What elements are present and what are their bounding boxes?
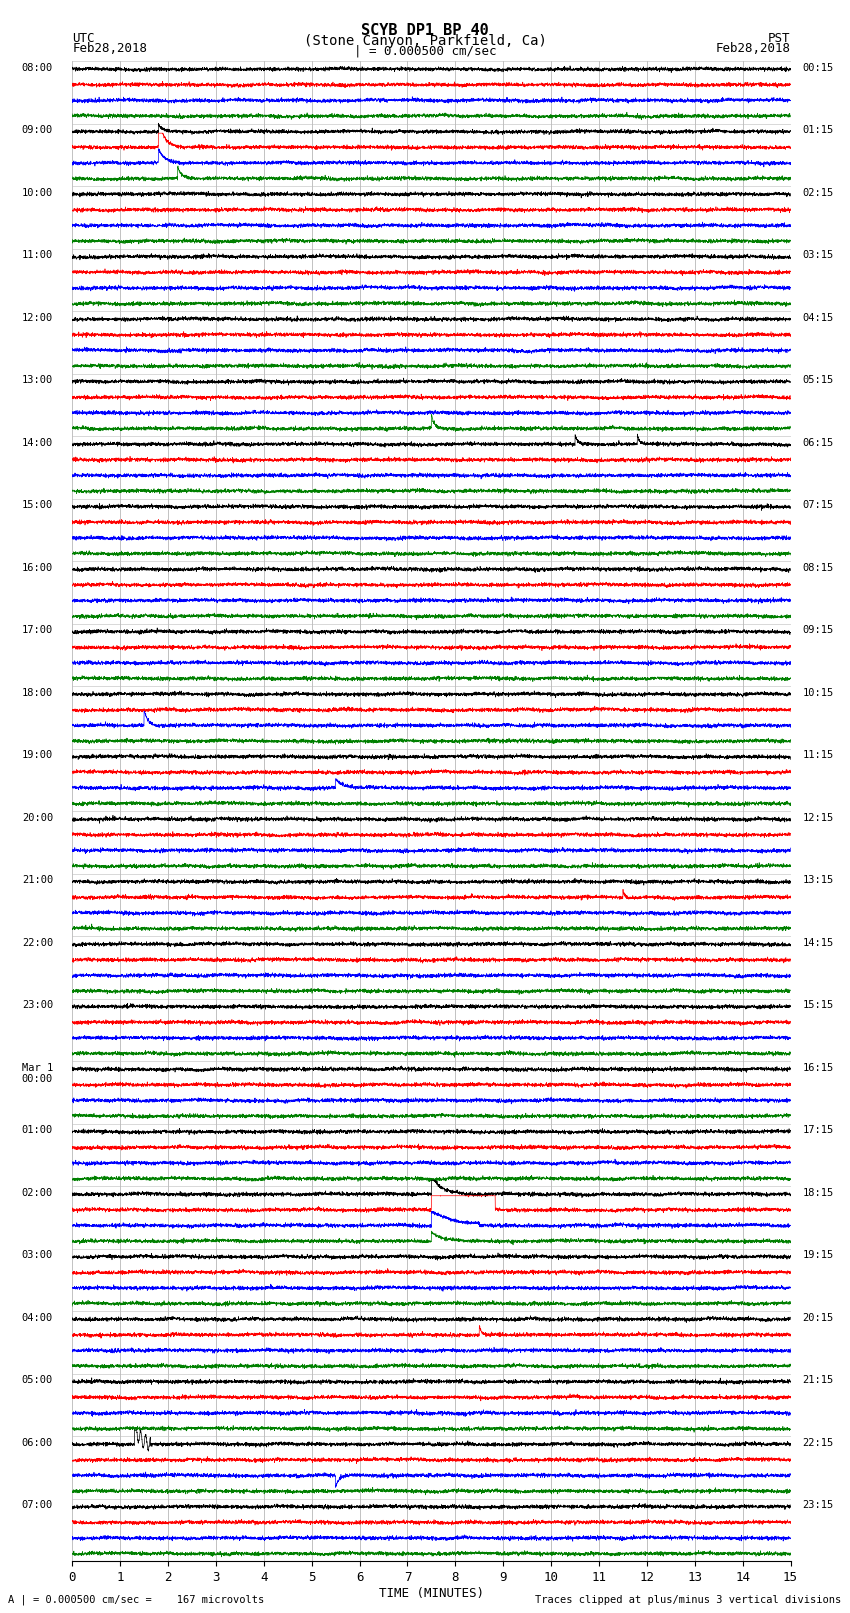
Text: 17:15: 17:15 (802, 1126, 834, 1136)
Text: 10:00: 10:00 (22, 187, 53, 197)
Text: 04:15: 04:15 (802, 313, 834, 323)
Text: 05:00: 05:00 (22, 1376, 53, 1386)
Text: 08:00: 08:00 (22, 63, 53, 73)
Text: UTC: UTC (72, 32, 94, 45)
Text: 14:00: 14:00 (22, 437, 53, 447)
Text: 09:00: 09:00 (22, 126, 53, 135)
Text: 05:15: 05:15 (802, 376, 834, 386)
Text: 02:15: 02:15 (802, 187, 834, 197)
Text: 21:15: 21:15 (802, 1376, 834, 1386)
Text: 22:15: 22:15 (802, 1437, 834, 1447)
Text: 04:00: 04:00 (22, 1313, 53, 1323)
Text: 03:15: 03:15 (802, 250, 834, 260)
Text: 19:15: 19:15 (802, 1250, 834, 1260)
Text: 20:15: 20:15 (802, 1313, 834, 1323)
Text: | = 0.000500 cm/sec: | = 0.000500 cm/sec (354, 44, 496, 58)
Text: 07:15: 07:15 (802, 500, 834, 510)
Text: Traces clipped at plus/minus 3 vertical divisions: Traces clipped at plus/minus 3 vertical … (536, 1595, 842, 1605)
Text: 06:15: 06:15 (802, 437, 834, 447)
Text: 17:00: 17:00 (22, 626, 53, 636)
Text: 23:15: 23:15 (802, 1500, 834, 1510)
Text: A | = 0.000500 cm/sec =    167 microvolts: A | = 0.000500 cm/sec = 167 microvolts (8, 1594, 264, 1605)
Text: Feb28,2018: Feb28,2018 (716, 42, 790, 55)
X-axis label: TIME (MINUTES): TIME (MINUTES) (379, 1587, 484, 1600)
Text: 13:15: 13:15 (802, 876, 834, 886)
Text: 18:15: 18:15 (802, 1187, 834, 1197)
Text: 16:00: 16:00 (22, 563, 53, 573)
Text: (Stone Canyon, Parkfield, Ca): (Stone Canyon, Parkfield, Ca) (303, 34, 547, 48)
Text: 16:15: 16:15 (802, 1063, 834, 1073)
Text: 19:00: 19:00 (22, 750, 53, 760)
Text: 01:00: 01:00 (22, 1126, 53, 1136)
Text: 09:15: 09:15 (802, 626, 834, 636)
Text: 13:00: 13:00 (22, 376, 53, 386)
Text: Mar 1
00:00: Mar 1 00:00 (22, 1063, 53, 1084)
Text: 06:00: 06:00 (22, 1437, 53, 1447)
Text: 23:00: 23:00 (22, 1000, 53, 1010)
Text: 10:15: 10:15 (802, 687, 834, 697)
Text: 12:00: 12:00 (22, 313, 53, 323)
Text: PST: PST (768, 32, 790, 45)
Text: 02:00: 02:00 (22, 1187, 53, 1197)
Text: 00:15: 00:15 (802, 63, 834, 73)
Text: 18:00: 18:00 (22, 687, 53, 697)
Text: 12:15: 12:15 (802, 813, 834, 823)
Text: 22:00: 22:00 (22, 937, 53, 947)
Text: Feb28,2018: Feb28,2018 (72, 42, 147, 55)
Text: 21:00: 21:00 (22, 876, 53, 886)
Text: 03:00: 03:00 (22, 1250, 53, 1260)
Text: SCYB DP1 BP 40: SCYB DP1 BP 40 (361, 24, 489, 39)
Text: 11:15: 11:15 (802, 750, 834, 760)
Text: 15:00: 15:00 (22, 500, 53, 510)
Text: 11:00: 11:00 (22, 250, 53, 260)
Text: 15:15: 15:15 (802, 1000, 834, 1010)
Text: 14:15: 14:15 (802, 937, 834, 947)
Text: 08:15: 08:15 (802, 563, 834, 573)
Text: 01:15: 01:15 (802, 126, 834, 135)
Text: 07:00: 07:00 (22, 1500, 53, 1510)
Text: 20:00: 20:00 (22, 813, 53, 823)
